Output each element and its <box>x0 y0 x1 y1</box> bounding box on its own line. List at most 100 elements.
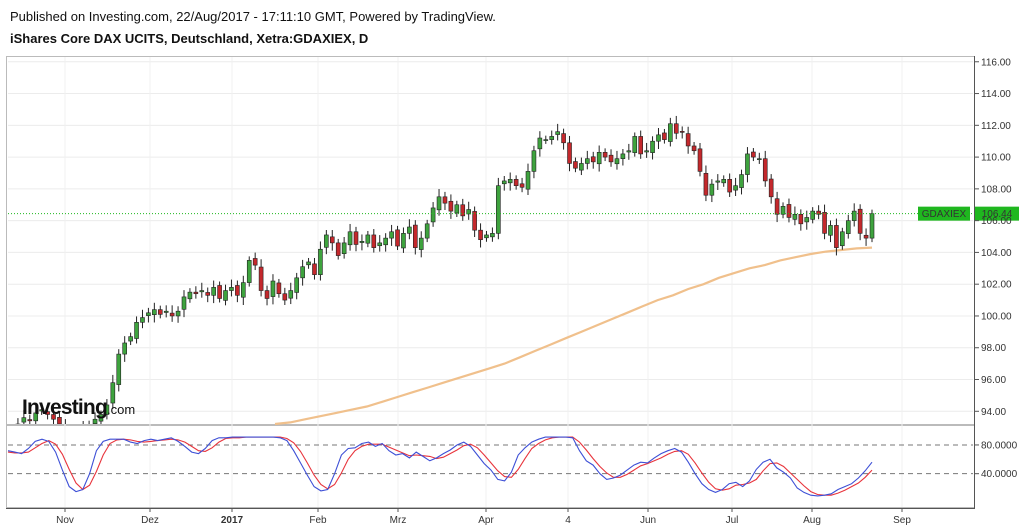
last-price-label: 106.44 <box>982 209 1013 220</box>
price-tick-label: 102.00 <box>981 280 1012 291</box>
candles-group <box>15 115 875 424</box>
candle-body <box>590 156 596 163</box>
last-price-line: GDAXIEX 106.44 <box>8 206 1019 221</box>
candle-body <box>454 204 460 214</box>
candle-body <box>175 310 181 317</box>
candle-body <box>768 178 774 198</box>
candle-body <box>472 211 477 231</box>
candle-body <box>596 152 602 165</box>
candle-body <box>246 260 252 283</box>
candle-body <box>122 342 127 355</box>
candles-clip-group <box>15 115 875 424</box>
price-tick-label: 116.00 <box>981 57 1011 68</box>
candle-body <box>733 185 738 191</box>
logo-suffix: .com <box>106 402 136 417</box>
candle-body <box>638 136 643 155</box>
candle-body <box>531 150 537 172</box>
candle-body <box>857 208 863 234</box>
candle-body <box>466 209 471 215</box>
price-pane-frame <box>6 56 975 425</box>
candle-body <box>828 225 833 236</box>
candle-body <box>430 207 436 223</box>
candle-body <box>460 204 466 217</box>
candle-body <box>519 183 525 188</box>
time-tick-label: Dez <box>141 515 159 526</box>
candle-body <box>739 174 744 188</box>
candle-body <box>703 172 709 196</box>
candle-body <box>484 234 489 239</box>
time-tick-label: Apr <box>478 515 494 526</box>
price-tick-label: 110.00 <box>981 153 1011 164</box>
candle-body <box>685 133 691 147</box>
candle-body <box>745 153 750 175</box>
candle-body <box>448 200 454 212</box>
candle-body <box>377 242 383 247</box>
time-tick-label: 2017 <box>221 515 244 526</box>
candle-body <box>223 290 228 301</box>
last-price-bg <box>975 206 1019 221</box>
candle-body <box>140 317 145 323</box>
price-tick-label: 96.00 <box>981 375 1006 386</box>
candle-body <box>478 229 483 241</box>
candle-body <box>128 336 133 342</box>
candle-body <box>543 139 549 141</box>
candle-body <box>104 404 110 415</box>
candle-body <box>650 140 655 153</box>
candle-body <box>496 185 501 234</box>
candle-body <box>258 266 264 291</box>
candle-body <box>656 134 661 142</box>
candle-body <box>418 237 424 250</box>
candle-body <box>312 263 317 275</box>
candle-body <box>187 291 193 300</box>
candle-body <box>632 136 638 153</box>
candle-body <box>288 290 294 299</box>
candle-body <box>199 290 205 293</box>
candle-body <box>401 233 406 249</box>
candle-body <box>318 248 323 275</box>
stoch-d-line <box>7 436 873 496</box>
candle-body <box>264 290 270 299</box>
candle-body <box>751 151 756 158</box>
candle-body <box>146 312 151 316</box>
candle-body <box>134 322 139 339</box>
candle-body <box>241 282 246 298</box>
candle-body <box>110 382 116 404</box>
candle-body <box>573 161 578 169</box>
candle-body <box>407 226 412 234</box>
candle-body <box>193 291 199 295</box>
candle-body <box>490 233 495 238</box>
candle-body <box>691 145 697 152</box>
candle-body <box>39 409 44 412</box>
candle-body <box>45 411 50 415</box>
candle-body <box>424 223 430 239</box>
price-tick-label: 94.00 <box>981 407 1006 418</box>
time-tick-label: Aug <box>803 515 821 526</box>
osc-tick-label: 40.0000 <box>981 469 1018 480</box>
candle-body <box>822 212 827 234</box>
time-axis: Nov Dez 2017 Feb Mrz Apr 4 Jun Jul Aug Sep <box>56 508 911 526</box>
candle-body <box>786 204 792 218</box>
candle-body <box>792 213 798 220</box>
candle-body <box>537 137 543 150</box>
candle-body <box>679 131 685 133</box>
candle-body <box>602 152 608 158</box>
candle-body <box>33 412 39 422</box>
candle-body <box>163 310 169 313</box>
candle-body <box>798 213 804 225</box>
candle-body <box>579 163 584 171</box>
candle-body <box>762 158 768 182</box>
symbol-tag: GDAXIEX <box>922 209 967 220</box>
price-tick-label: 114.00 <box>981 89 1011 100</box>
candle-body <box>709 183 715 196</box>
candle-body <box>727 179 732 193</box>
candle-body <box>341 242 347 254</box>
stochastic-oscillator: 80.0000 40.0000 <box>7 436 1018 497</box>
candle-body <box>116 353 122 385</box>
candle-body <box>585 158 590 164</box>
symbol-tag-bg <box>918 206 970 221</box>
candle-body <box>395 229 400 247</box>
candle-body <box>157 309 163 315</box>
time-tick-label: Sep <box>893 515 911 526</box>
candle-body <box>513 179 519 186</box>
